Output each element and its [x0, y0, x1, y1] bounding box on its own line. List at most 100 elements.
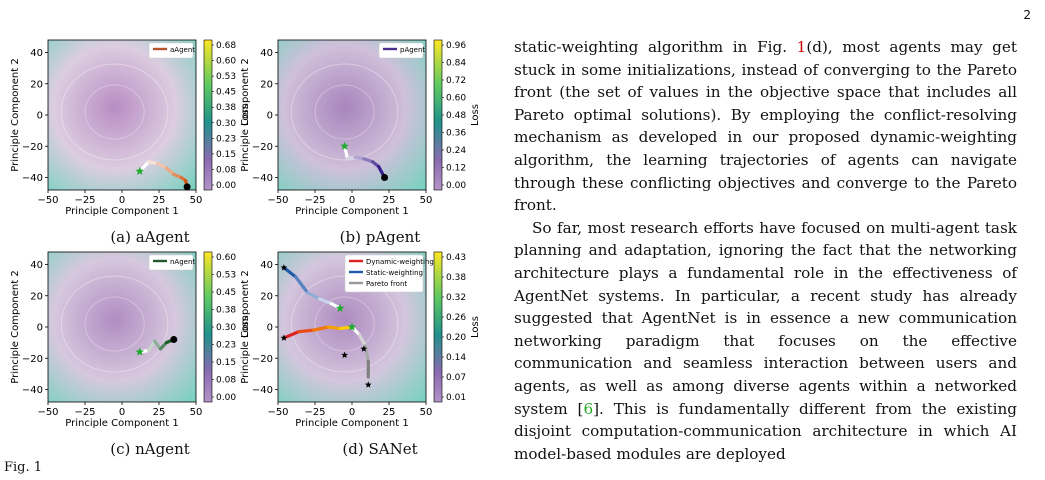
contour-line — [84, 84, 145, 140]
y-tick-label: 0 — [37, 323, 43, 334]
y-axis-label: Principle Component 2 — [10, 58, 21, 171]
colorbar-tick-label: 0.23 — [216, 341, 236, 351]
colorbar-tick-label: 0.96 — [446, 41, 466, 51]
colorbar-tick-label: 0.08 — [216, 165, 236, 175]
colorbar-tick-label: 0.14 — [446, 353, 466, 363]
end-dot — [381, 174, 389, 181]
colorbar-tick-label: 0.30 — [216, 323, 236, 333]
legend-label: aAgent — [170, 46, 195, 54]
legend — [148, 42, 194, 59]
y-tick-label: 0 — [267, 323, 273, 334]
y-tick-label: 20 — [260, 79, 273, 90]
trajectory-segment — [311, 325, 330, 332]
legend-label: nAgent — [170, 258, 195, 266]
plot-area — [48, 40, 196, 190]
y-tick-label: −40 — [252, 385, 273, 396]
x-tick-label: 0 — [119, 195, 125, 206]
x-tick-label: 0 — [349, 195, 355, 206]
colorbar-tick-label: 0.45 — [216, 88, 236, 98]
caption-a: (a) aAgent — [110, 228, 190, 246]
y-axis-label: Principle Component 2 — [240, 270, 251, 383]
y-tick-label: 20 — [30, 291, 43, 302]
colorbar-tick-label: 0.00 — [216, 181, 236, 191]
start-star — [365, 381, 372, 388]
x-tick-label: 50 — [190, 195, 203, 206]
start-star — [360, 345, 368, 352]
plot-area — [48, 252, 196, 402]
figure-panels: 40 20 0 −20 −40 −50 −25 0 25 50 Principle Componen… — [10, 39, 481, 429]
y-tick-label: 20 — [260, 291, 273, 302]
x-tick-label: −25 — [304, 195, 325, 206]
start-star — [280, 334, 288, 341]
contour-line — [84, 296, 145, 352]
start-star — [341, 351, 348, 358]
legend-label: pAgent — [400, 46, 425, 54]
colorbar-tick-label: 0.38 — [446, 273, 466, 283]
colorbar-tick-label: 0.23 — [216, 134, 236, 144]
y-tick-label: −20 — [22, 142, 43, 153]
colorbar-tick-label: 0.00 — [446, 181, 466, 191]
colorbar-tick-label: 0.30 — [216, 119, 236, 129]
trajectory-segment — [164, 166, 176, 176]
colorbar-tick-label: 0.60 — [216, 253, 236, 263]
legend-label: Dynamic-weighting — [366, 258, 434, 266]
end-star — [340, 141, 349, 150]
trajectory-segment — [282, 266, 298, 279]
trajectory-segment — [357, 333, 367, 348]
caption-d: (d) SANet — [342, 440, 418, 458]
colorbar — [203, 39, 213, 191]
colorbar-tick-label: 0.43 — [446, 253, 466, 263]
contour-line — [290, 63, 399, 161]
figure-ref[interactable]: 1 — [796, 38, 807, 56]
contour-line — [290, 275, 399, 373]
trajectory-segment — [147, 339, 157, 353]
contour-line — [314, 84, 375, 140]
panel-b: 40 20 0 −20 −40 −50 −25 0 25 50 Principle Componen… — [240, 39, 481, 217]
end-dot — [183, 183, 191, 191]
y-tick-label: 40 — [30, 260, 43, 271]
trajectory-segment — [317, 297, 333, 306]
colorbar — [203, 251, 213, 403]
y-tick-label: −40 — [252, 173, 273, 184]
colorbar-tick-label: 0.15 — [216, 150, 236, 160]
colorbar-tick-label: 0.48 — [446, 111, 466, 121]
trajectory-segment — [297, 328, 316, 334]
paragraph-1: static-weighting algorithm in Fig. 1(d),… — [514, 38, 1017, 215]
x-tick-label: −25 — [74, 407, 95, 418]
colorbar-tick-label: 0.01 — [446, 393, 466, 403]
colorbar-tick-label: 0.38 — [216, 306, 236, 316]
x-tick-label: 0 — [349, 407, 355, 418]
y-tick-label: −20 — [252, 354, 273, 365]
x-axis-label: Principle Component 1 — [295, 418, 408, 429]
colorbar-tick-label: 0.00 — [216, 393, 236, 403]
legend-label: Pareto front — [366, 280, 407, 288]
colorbar-tick-label: 0.38 — [216, 103, 236, 113]
x-axis-label: Principle Component 1 — [65, 418, 178, 429]
colorbar-tick-label: 0.24 — [446, 146, 466, 156]
colorbar-tick-label: 0.32 — [446, 293, 466, 303]
y-tick-label: 20 — [30, 79, 43, 90]
colorbar-tick-label: 0.60 — [446, 94, 466, 104]
citation[interactable]: 6 — [583, 399, 594, 418]
colorbar-tick-label: 0.68 — [216, 41, 236, 51]
legend-label: Static-weighting — [366, 269, 423, 277]
x-tick-label: 50 — [190, 407, 203, 418]
legend — [378, 42, 424, 59]
end-star — [135, 347, 144, 356]
x-tick-label: −50 — [37, 407, 58, 418]
colorbar-label: Loss — [470, 316, 481, 338]
y-tick-label: 0 — [267, 111, 273, 122]
x-tick-label: 50 — [420, 407, 433, 418]
y-axis-label: Principle Component 2 — [240, 58, 251, 171]
body-text: static-weighting algorithm in Fig. 1(d),… — [514, 36, 1017, 465]
y-tick-label: −20 — [22, 354, 43, 365]
trajectory-segment — [326, 325, 342, 331]
x-tick-label: −25 — [74, 195, 95, 206]
colorbar-tick-label: 0.45 — [216, 288, 236, 298]
caption-b: (b) pAgent — [339, 228, 421, 246]
y-tick-label: 0 — [37, 111, 43, 122]
x-tick-label: 25 — [383, 407, 396, 418]
colorbar-tick-label: 0.26 — [446, 313, 466, 323]
colorbar-tick-label: 0.60 — [216, 57, 236, 67]
end-dot — [170, 336, 178, 343]
